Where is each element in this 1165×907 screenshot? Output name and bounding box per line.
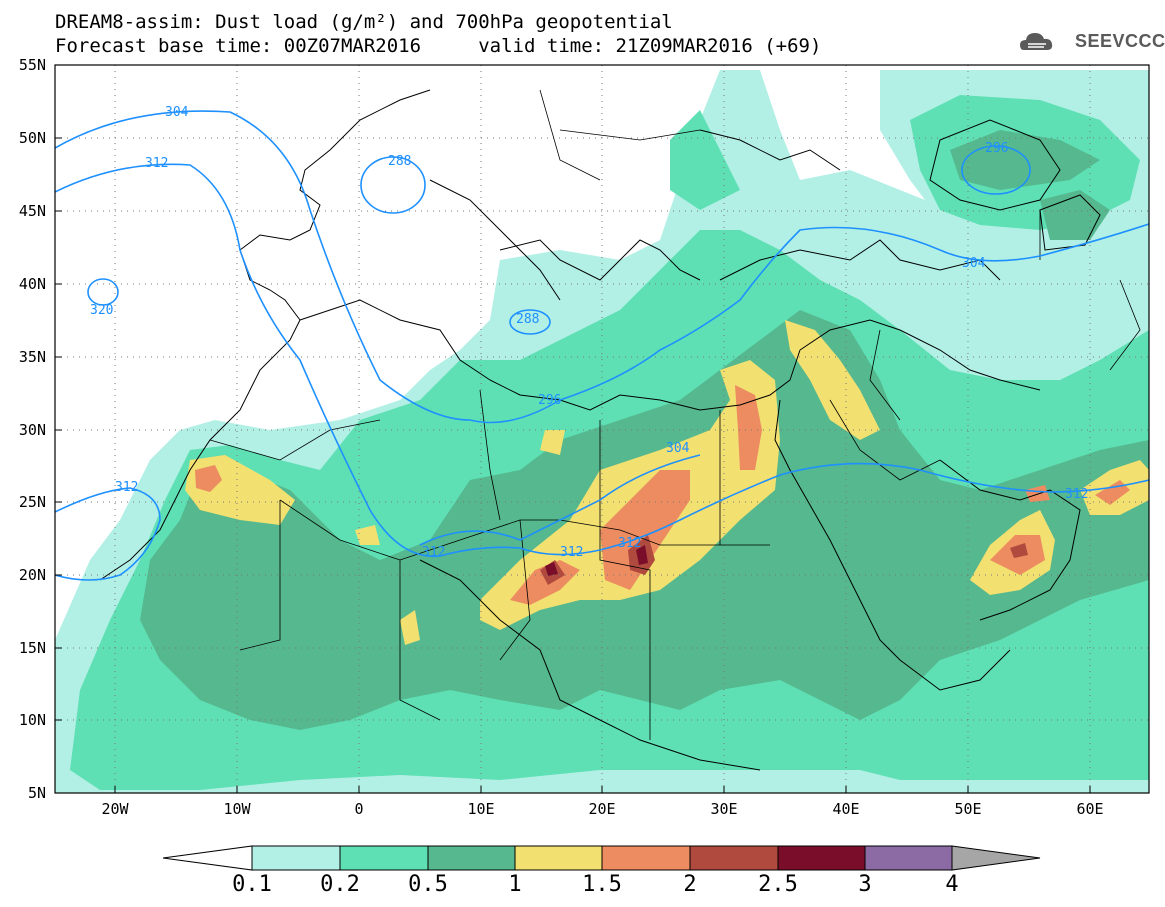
lat-label: 55N xyxy=(18,56,46,74)
geopotential-contours xyxy=(55,110,1149,581)
contour-label: 312 xyxy=(115,480,138,495)
contour-labels: 304 312 288 320 296 288 296 304 312 312 … xyxy=(90,105,1088,560)
colorbar-tick: 3 xyxy=(858,872,872,897)
contour-label: 312 xyxy=(145,156,168,171)
lat-label: 50N xyxy=(18,129,46,147)
contour-label: 312 xyxy=(1065,487,1088,502)
colorbar-tick: 4 xyxy=(945,872,959,897)
contour-label: 320 xyxy=(90,303,113,318)
contour-label: 288 xyxy=(516,312,539,327)
map-title: DREAM8-assim: Dust load (g/m²) and 700hP… xyxy=(55,11,673,33)
colorbar-tick: 2 xyxy=(683,872,697,897)
lon-label: 60E xyxy=(1076,800,1104,818)
lat-label: 40N xyxy=(18,275,46,293)
lat-label: 10N xyxy=(18,711,46,729)
lon-label: 0 xyxy=(354,800,364,818)
lat-label: 5N xyxy=(27,784,46,802)
lat-label: 35N xyxy=(18,348,46,366)
lat-label: 30N xyxy=(18,421,46,439)
colorbar-tick: 0.1 xyxy=(232,872,272,897)
lon-label: 50E xyxy=(954,800,982,818)
lat-label: 45N xyxy=(18,202,46,220)
lat-label: 20N xyxy=(18,566,46,584)
colorbar-tick: 1 xyxy=(508,872,522,897)
colorbar-tick: 0.2 xyxy=(320,872,360,897)
lon-label: 40E xyxy=(832,800,860,818)
lat-label: 25N xyxy=(18,493,46,511)
contour-label: 312 xyxy=(422,545,445,560)
dust-layer-maroon xyxy=(545,545,648,576)
colorbar-tick: 0.5 xyxy=(408,872,448,897)
logo-text: SEEVCCC xyxy=(1075,31,1165,51)
forecast-times: Forecast base time: 00Z07MAR2016 valid t… xyxy=(55,35,822,57)
cloud-logo-icon xyxy=(1020,33,1053,50)
lon-label: 20W xyxy=(101,800,129,818)
contour-label: 304 xyxy=(165,105,189,120)
lon-label: 20E xyxy=(588,800,616,818)
contour-label: 296 xyxy=(538,393,561,408)
lat-label: 15N xyxy=(18,639,46,657)
graticule xyxy=(55,65,1149,793)
colorbar xyxy=(162,845,1041,871)
contour-label: 304 xyxy=(666,441,690,456)
contour-label: 304 xyxy=(962,256,986,271)
colorbar-tick: 2.5 xyxy=(758,872,798,897)
axis-ticks xyxy=(55,64,1091,793)
lon-label: 10E xyxy=(467,800,495,818)
colorbar-tick: 1.5 xyxy=(582,872,622,897)
lon-label: 10W xyxy=(223,800,251,818)
contour-label: 288 xyxy=(388,154,411,169)
contour-label: 296 xyxy=(985,141,1008,156)
contour-label: 312 xyxy=(560,545,583,560)
contour-label: 312 xyxy=(618,536,641,551)
lon-label: 30E xyxy=(710,800,738,818)
